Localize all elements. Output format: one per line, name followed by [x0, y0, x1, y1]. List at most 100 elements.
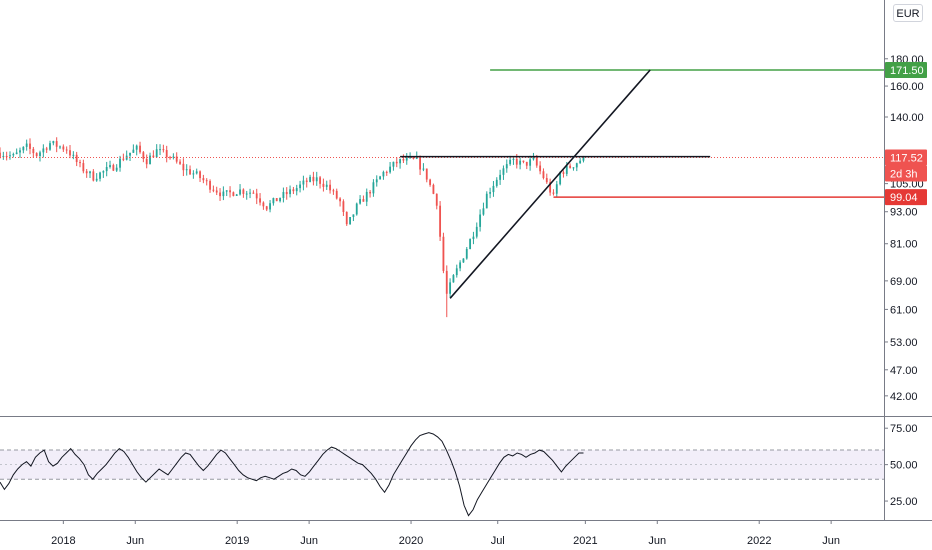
candle-body — [95, 178, 98, 181]
price-tick-label: 61.00 — [890, 304, 918, 316]
candle-body — [155, 149, 158, 158]
level-price-tag: 171.50 — [890, 65, 924, 77]
candle-body — [222, 191, 225, 197]
candle-body — [199, 171, 201, 179]
candle-body — [29, 143, 31, 149]
candle-body — [142, 152, 145, 159]
candle-body — [572, 167, 575, 169]
time-tick-label: 2020 — [399, 535, 423, 547]
candle-body — [309, 176, 311, 182]
rsi-tick-label: 50.00 — [890, 460, 918, 472]
candle-body — [435, 193, 438, 206]
candle-body — [279, 197, 281, 202]
candle-body — [215, 190, 218, 193]
candle-body — [82, 163, 85, 172]
candle-body — [49, 143, 51, 150]
candle-body — [425, 168, 428, 180]
level-price-tag-bg — [885, 61, 927, 78]
candle-body — [352, 214, 355, 217]
candle-body — [339, 198, 341, 202]
candle-body — [32, 148, 35, 154]
candle-body — [72, 154, 75, 156]
candle-body — [555, 184, 558, 194]
candle-body — [212, 189, 215, 191]
candle-body — [12, 154, 15, 156]
rsi-tick-label: 75.00 — [890, 423, 918, 435]
candle-body — [385, 171, 388, 173]
candle-body — [252, 192, 255, 194]
candle-body — [302, 180, 305, 185]
candle-body — [105, 167, 108, 172]
candle-body — [122, 158, 125, 160]
candle-body — [315, 177, 318, 182]
candle-body — [39, 152, 41, 156]
candle-body — [69, 150, 71, 156]
candle-body — [545, 178, 548, 183]
candle-body — [149, 155, 151, 165]
candle-body — [162, 149, 165, 151]
candle-body — [275, 198, 278, 202]
candle-body — [235, 194, 238, 196]
price-tick-label: 140.00 — [890, 112, 924, 124]
candle-body — [522, 160, 525, 162]
candle-body — [62, 146, 65, 150]
candle-body — [472, 236, 475, 240]
candle-body — [299, 184, 301, 189]
candle-body — [375, 179, 378, 183]
candle-body — [102, 171, 105, 173]
candle-body — [562, 172, 565, 174]
candle-body — [582, 157, 585, 161]
candle-body — [192, 173, 195, 175]
time-tick-label: 2019 — [225, 535, 249, 547]
candle-body — [179, 161, 181, 164]
candle-body — [219, 192, 221, 197]
candle-body — [129, 152, 131, 156]
candle-body — [372, 182, 375, 194]
candle-body — [549, 182, 552, 193]
candle-body — [369, 191, 371, 194]
candle-body — [532, 157, 535, 160]
candle-body — [512, 158, 515, 160]
candle-body — [395, 161, 398, 164]
candle-body — [5, 156, 8, 158]
last-price-tag-bg — [885, 149, 927, 166]
trendline — [449, 69, 651, 299]
price-tick-label: 105.00 — [890, 179, 924, 191]
candle-body — [495, 179, 498, 186]
candle-body — [135, 145, 138, 150]
candle-body — [349, 216, 351, 225]
candle-body — [312, 176, 315, 182]
level-price-tag: 99.04 — [890, 192, 918, 204]
price-tick-label: 47.00 — [890, 365, 918, 377]
price-tick-label: 53.00 — [890, 337, 918, 349]
candle-body — [322, 183, 325, 187]
candle-body — [485, 193, 488, 209]
currency-badge[interactable]: EUR — [893, 4, 923, 22]
rsi-pane — [0, 432, 884, 517]
rsi-line — [0, 432, 584, 517]
candle-body — [455, 268, 458, 276]
candle-body — [482, 208, 485, 215]
price-tick-label: 81.00 — [890, 239, 918, 251]
candle-body — [559, 172, 562, 185]
candle-body — [262, 202, 265, 207]
candle-body — [335, 190, 338, 199]
candle-body — [205, 180, 208, 182]
candle-body — [505, 164, 508, 169]
price-tick-label: 69.00 — [890, 276, 918, 288]
candle-body — [459, 262, 462, 269]
candle-body — [152, 155, 155, 158]
candle-body — [249, 192, 251, 194]
candle-body — [515, 158, 518, 165]
candle-body — [65, 149, 68, 151]
candle-body — [475, 226, 478, 237]
candle-body — [119, 158, 121, 168]
candle-body — [185, 169, 188, 171]
candle-body — [202, 178, 205, 181]
time-tick-label: Jun — [648, 535, 666, 547]
candle-body — [289, 189, 291, 195]
price-tick-label: 93.00 — [890, 207, 918, 219]
candle-body — [15, 152, 18, 155]
candle-body — [432, 184, 435, 194]
